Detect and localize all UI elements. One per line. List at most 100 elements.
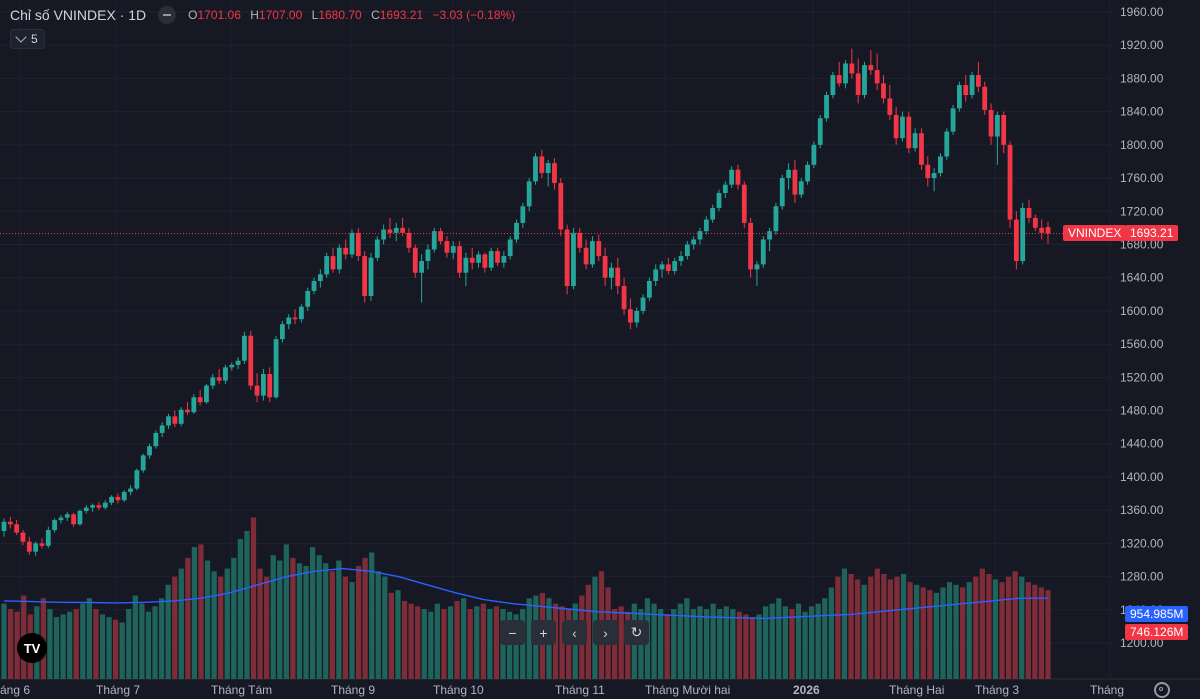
volume-bar [126,609,132,679]
candle-body [355,232,361,257]
candle-body [627,309,633,323]
candle-body [767,231,773,240]
candle-body [912,133,918,149]
candle-body [545,163,551,174]
volume-bar [684,598,690,679]
candle-body [678,256,684,262]
chevron-right-icon[interactable]: › [593,620,618,645]
candle-body [26,541,32,552]
candle-body [703,219,709,232]
minus-icon[interactable]: − [500,620,525,645]
indicators-toggle[interactable]: 5 [10,29,45,49]
volume-bar [808,606,815,679]
time-tick-label: Tháng Tám [211,683,272,697]
candle-body [773,206,779,232]
candle-body [77,510,83,525]
volume-bar [717,609,723,679]
candle-body [1020,207,1026,262]
candle-body [362,256,368,296]
volume-bar [415,606,421,679]
candle-body [975,75,981,87]
tradingview-logo[interactable]: TV [17,633,47,663]
candle-body [7,521,13,525]
volume-bar [86,598,92,679]
candle-body [210,377,216,386]
time-axis[interactable]: áng 6 Tháng 7 Tháng Tám Tháng 9 Tháng 10 Thán… [0,683,1124,697]
volume-bar [992,579,999,679]
candle-body [349,232,355,255]
volume-bar [218,576,224,679]
candle-body [596,241,602,257]
symbol-tag: VNINDEX [1063,225,1127,241]
volume-bar [914,584,920,679]
price-axis[interactable]: 1960.00 1920.00 1880.00 1840.00 1800.00 1760.… [1120,5,1164,650]
volume-bar [119,622,125,679]
candle-body [609,267,614,278]
volume-bar [736,611,743,679]
candle-body [261,373,266,396]
high-value: 1707.00 [258,8,303,22]
volume-bar [848,574,854,679]
volume-bar [250,517,257,679]
volume-bar [178,568,184,679]
volume-bar [165,584,171,679]
candle-body [1007,144,1013,220]
open-value: 1701.06 [197,8,241,22]
candle-body [786,169,791,179]
volume-bar [309,547,316,679]
volume-bar [336,560,342,679]
time-tick-label: Tháng 7 [96,683,140,697]
volume-bar [401,600,408,679]
volume-bar [296,563,303,679]
reset-icon[interactable]: ↻ [624,620,649,645]
volume-bar [946,582,953,679]
candle-body [938,156,943,174]
candle-body [343,247,349,255]
candle-body [729,169,735,185]
volume-bar [828,587,834,679]
volume-ma-tag: 954.985M [1125,606,1189,622]
candle-body [944,131,950,157]
price-tick-label: 1720.00 [1120,204,1164,218]
price-tick-label: 1960.00 [1120,5,1164,19]
candle-body [115,496,121,501]
price-tick-label: 1920.00 [1120,38,1164,52]
candle-body [817,118,823,145]
candle-body [482,254,488,268]
volume-bar [979,568,985,679]
candle-body [830,75,836,96]
volume-bar [388,592,395,679]
candle-body [476,254,481,263]
volume-bar [703,609,710,679]
plus-icon[interactable]: + [531,620,556,645]
candle-body [71,514,77,525]
volume-bar [881,574,887,679]
candle-body [495,251,500,263]
eye-icon[interactable] [158,6,177,24]
symbol-title[interactable]: Chỉ số VNINDEX · 1D [10,7,147,23]
candle-body [58,517,64,521]
gear-icon[interactable] [1154,682,1170,698]
candle-body [469,257,475,263]
candle-body [166,416,171,426]
candle-body [868,65,874,71]
chevron-left-icon[interactable]: ‹ [562,620,587,645]
volume-bar [191,547,198,679]
time-tick-label: 2026 [793,683,820,697]
volume-bar [362,557,368,679]
chart-header: Chỉ số VNINDEX · 1D O1701.06 H1707.00 L1… [10,6,521,24]
volume-bar [1038,587,1045,679]
price-tick-label: 1760.00 [1120,171,1164,185]
volume-bar [513,614,519,679]
price-tick-label: 1560.00 [1120,337,1164,351]
volume-bar [158,598,165,679]
volume-bar [277,560,283,679]
candle-body [659,264,665,270]
candle-body [855,73,861,96]
candle-body [406,232,412,248]
candle-body [507,239,513,257]
candle-body [298,306,304,320]
volume-bar [349,582,355,679]
candle-body [748,222,754,270]
